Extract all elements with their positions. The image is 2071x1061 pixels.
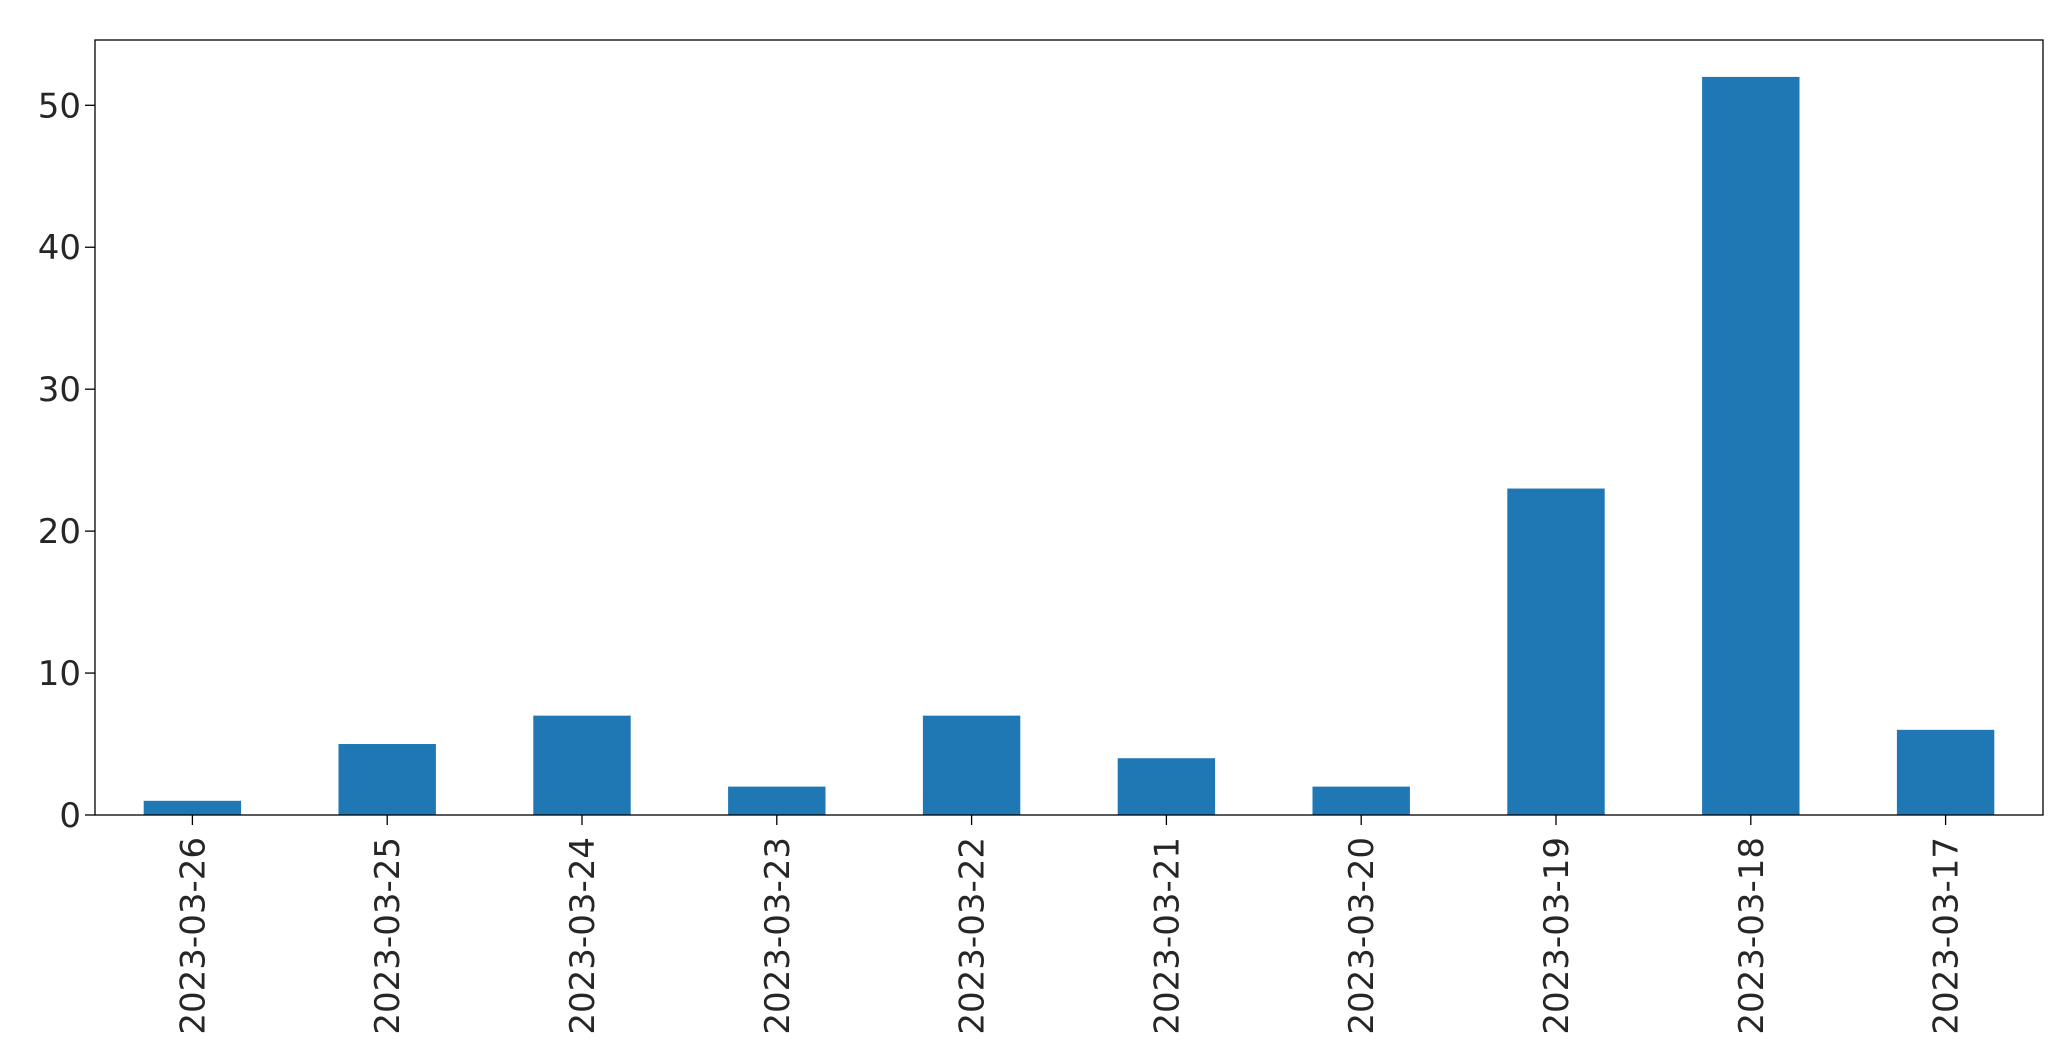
bar-2023-03-25 (338, 744, 436, 815)
plot-frame (94, 39, 2044, 816)
bar-2023-03-17 (1896, 729, 1995, 815)
x-tick-label: 2023-03-18 (1732, 837, 1772, 1035)
bar-2023-03-20 (1312, 786, 1410, 815)
bar-2023-03-23 (728, 786, 826, 815)
x-axis: 2023-03-26 2023-03-25 2023-03-24 2023-03-23… (173, 815, 1967, 1035)
bar-2023-03-24 (533, 715, 631, 815)
x-tick-label: 2023-03-26 (173, 837, 213, 1035)
x-tick-label: 2023-03-25 (368, 837, 408, 1035)
x-tick-label: 2023-03-17 (1927, 837, 1967, 1035)
y-axis: 0 10 20 30 40 50 (38, 86, 95, 836)
y-tick-label: 40 (38, 228, 81, 268)
bars-layer (143, 76, 1995, 815)
bar-2023-03-26 (143, 800, 242, 815)
x-tick-label: 2023-03-22 (953, 837, 993, 1035)
x-tick-label: 2023-03-21 (1147, 837, 1187, 1035)
bar-2023-03-22 (922, 715, 1021, 815)
y-tick-label: 0 (59, 796, 81, 836)
bar-2023-03-18 (1702, 76, 1800, 815)
x-tick-label: 2023-03-24 (563, 837, 603, 1035)
x-tick-label: 2023-03-23 (758, 837, 798, 1035)
y-tick-label: 50 (38, 86, 81, 126)
x-tick-label: 2023-03-19 (1537, 837, 1577, 1035)
y-tick-label: 20 (38, 512, 81, 552)
bar-2023-03-19 (1507, 488, 1605, 815)
x-tick-label: 2023-03-20 (1342, 837, 1382, 1035)
y-tick-label: 30 (38, 370, 81, 410)
y-tick-label: 10 (38, 654, 81, 694)
bar-2023-03-21 (1117, 758, 1216, 815)
